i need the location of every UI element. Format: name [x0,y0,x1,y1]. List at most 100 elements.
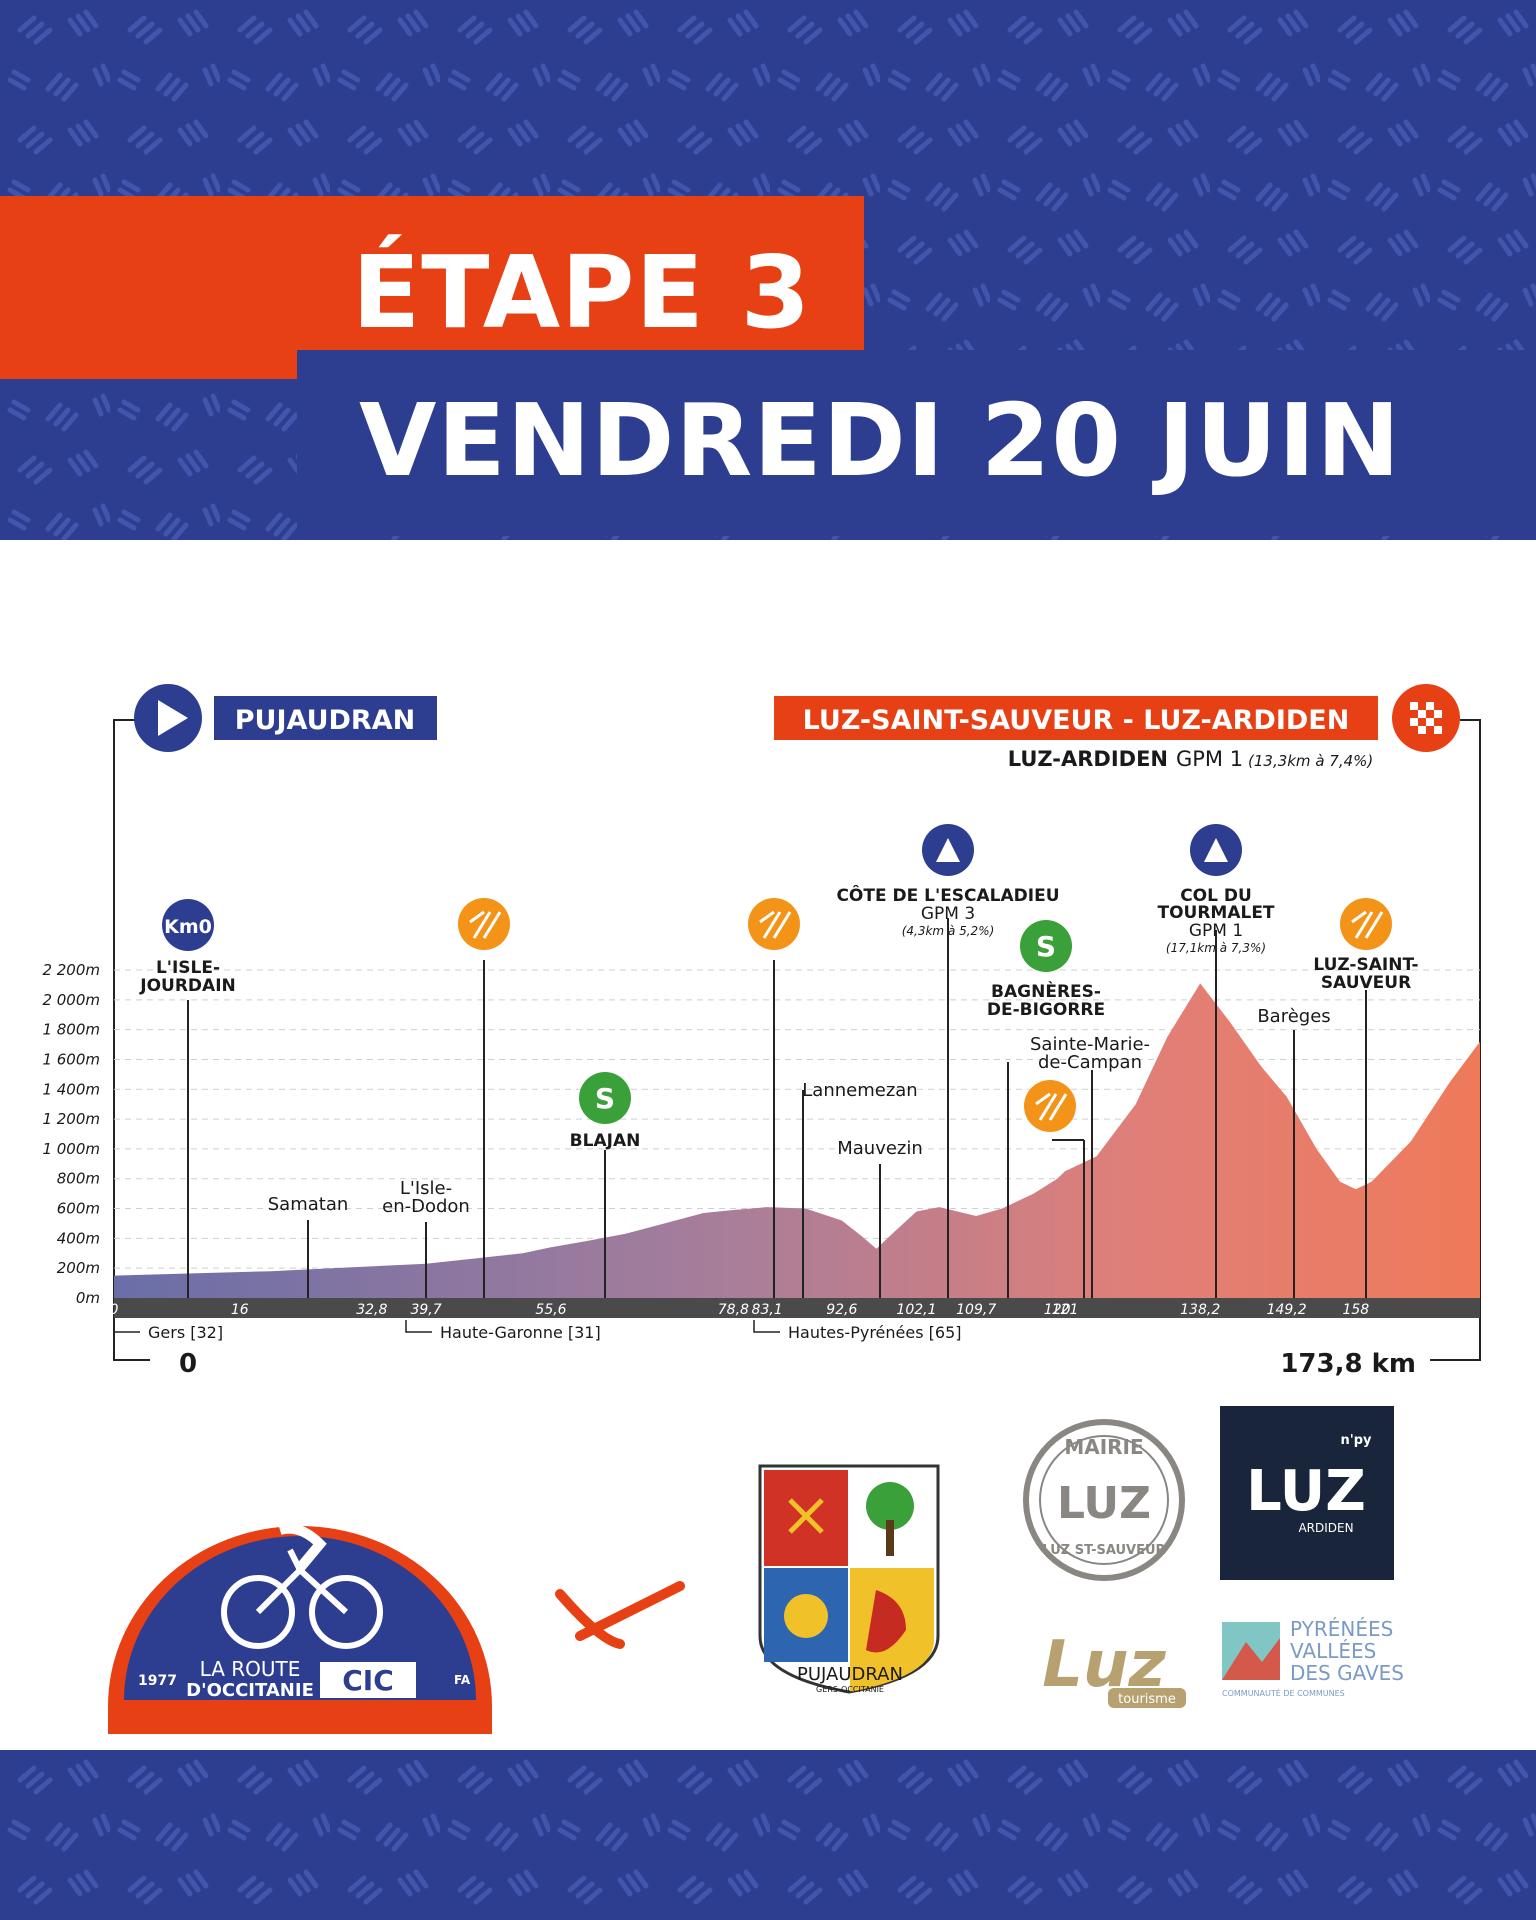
sprint-letter: S [1036,930,1056,963]
pvg-sub: COMMUNAUTÉ DE COMMUNES [1222,1687,1345,1698]
km-tick-label: 138,2 [1180,1302,1220,1318]
cross-icon [555,1581,685,1649]
place-isle-dodon-1: L'Isle- [400,1178,452,1199]
final-climb-detail: (13,3km à 7,4%) [1248,752,1373,770]
sponsor-logos: 1977 LA ROUTE D'OCCITANIE CIC FA PUJAUDR… [108,1406,1404,1734]
altitude-label: 1 600m [42,1050,100,1068]
mairie-bottom: LUZ ST-SAUVEUR [1042,1543,1165,1558]
climb-tourmalet-1: COL DU [1180,886,1252,906]
luz-ardiden-logo: n'py LUZ ARDIDEN [1220,1406,1394,1580]
km0-label: Km0 [164,916,212,938]
mairie-mid: LUZ [1057,1478,1151,1529]
altitude-label: 1 400m [42,1080,100,1098]
route-name-2: D'OCCITANIE [186,1680,314,1701]
altitude-label: 400m [57,1229,100,1247]
mountain-icon [1204,838,1228,862]
km-bar [114,1298,1480,1318]
altitude-label: 0m [76,1289,100,1307]
feed-zone-icon [458,898,510,950]
place-ste-marie-1: Sainte-Marie- [1030,1034,1150,1055]
bottom-pattern [0,1750,1536,1920]
sprint-icon [579,1072,631,1124]
final-climb-name: LUZ-ARDIDEN [1008,747,1168,771]
mountain-icon [936,838,960,862]
altitude-label: 2 200m [42,961,100,979]
pvg-line-1: PYRÉNÉES [1290,1617,1393,1641]
km-tick-label: 149,2 [1267,1302,1307,1318]
place-bareges: Barèges [1257,1006,1330,1027]
climb-tourmalet-2: TOURMALET [1157,903,1274,923]
altitude-label: 2 000m [42,991,100,1009]
km-tick-label: 83,1 [752,1302,783,1318]
place-luz-ss-1: LUZ-SAINT- [1313,955,1418,975]
start-city-box [214,696,437,740]
cic-logo: CIC [342,1664,394,1697]
finish-city: LUZ-SAINT-SAUVEUR - LUZ-ARDIDEN [803,705,1350,736]
pujaudran-name: PUJAUDRAN [797,1664,903,1685]
km0-icon [162,899,214,951]
altitude-label: 800m [57,1170,100,1188]
place-isle-dodon-2: en-Dodon [382,1196,470,1217]
stage-date-block: VENDREDI 20 JUIN [297,350,1536,536]
luz-npy-name: LUZ [1246,1459,1366,1524]
altitude-label: 1 800m [42,1021,100,1039]
place-bagneres-2: DE-BIGORRE [987,1000,1105,1020]
climb-tourmalet-category: GPM 1 [1189,921,1243,941]
elevation-profile: PUJAUDRAN LUZ-SAINT-SAUVEUR - LUZ-ARDIDE… [42,684,1481,1379]
feed-zone-icon [1024,1080,1076,1132]
department-haute-garonne: Haute-Garonne [31] [440,1323,601,1342]
km-tick-label: 78,8 [718,1302,749,1318]
climb-escaladieu-category: GPM 3 [921,904,975,924]
place-lannemezan: Lannemezan [802,1080,917,1101]
mairie-luz-logo: MAIRIE LUZ LUZ ST-SAUVEUR [1023,1419,1185,1581]
km-tick-label: 102,1 [896,1302,936,1318]
km-tick-label: 32,8 [356,1302,387,1318]
pyrenees-vallees-logo: PYRÉNÉES VALLÉES DES GAVES COMMUNAUTÉ DE… [1222,1617,1404,1698]
altitude-label: 200m [57,1259,100,1277]
km-tick-label: 120 [1044,1302,1071,1318]
climb-escaladieu-name: CÔTE DE L'ESCALADIEU [836,884,1059,906]
altitude-label: 1 000m [42,1140,100,1158]
km-ticks: 0 16 32,8 39,7 55,6 78,8 83,1 92,6 102,1 109,7 120… [110,1302,1370,1318]
place-blajan: BLAJAN [570,1131,641,1151]
play-icon [158,700,188,736]
km-tick-label: 109,7 [956,1302,996,1318]
elevation-area [114,983,1480,1298]
km-tick-label: 92,6 [826,1302,857,1318]
route-occitanie-logo: 1977 LA ROUTE D'OCCITANIE CIC FA [108,1504,492,1734]
sprint-icon [1020,920,1072,972]
place-isle-jourdain-2: JOURDAIN [139,976,236,996]
marker-lines [187,918,1367,1298]
luz-tourisme-logo: Luz tourisme [1042,1628,1186,1708]
km-tick-label: 39,7 [410,1302,441,1318]
pujaudran-sub: GERS-OCCITANIE [816,1685,884,1694]
km-tick-label: 0 [110,1302,119,1318]
sprint-letter: S [595,1082,615,1115]
climb-escaladieu-detail: (4,3km à 5,2%) [902,924,995,938]
place-ste-marie-2: de-Campan [1038,1052,1142,1073]
department-hautes-pyrenees: Hautes-Pyrénées [65] [788,1323,961,1342]
climb-tourmalet-detail: (17,1km à 7,3%) [1166,941,1266,955]
feed-zone-icon [1340,898,1392,950]
place-bagneres-1: BAGNÈRES- [991,980,1101,1002]
mairie-top: MAIRIE [1064,1435,1143,1459]
checkered-flag-icon [1410,702,1442,734]
total-distance: 173,8 km [1280,1349,1416,1379]
start-km: 0 [179,1349,197,1379]
start-city: PUJAUDRAN [235,705,415,736]
altitude-axis: 0m 200m 400m 600m 800m 1 000m 1 200m 1 400m 1 60… [42,961,100,1307]
start-bracket [113,719,150,1361]
place-mauvezin: Mauvezin [837,1138,923,1159]
km-tick-label: 158 [1342,1302,1369,1318]
stage-number: ÉTAPE 3 [352,234,812,351]
final-climb-category: GPM 1 [1176,747,1243,771]
luz-npy-tag: n'py [1340,1433,1372,1448]
department-gers: Gers [32] [148,1323,223,1342]
altitude-label: 600m [57,1200,100,1218]
route-name-1: LA ROUTE [200,1657,301,1681]
altitude-label: 1 200m [42,1110,100,1128]
pvg-line-3: DES GAVES [1290,1661,1404,1685]
pujaudran-coat-of-arms: PUJAUDRAN GERS-OCCITANIE [758,1464,940,1694]
km-tick-label: 55,6 [535,1302,566,1318]
